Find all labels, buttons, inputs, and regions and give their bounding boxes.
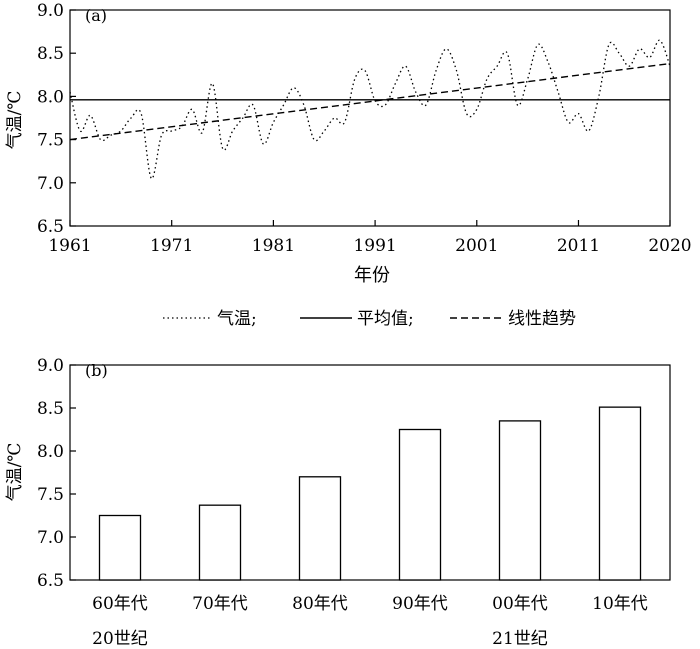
panel-b-label: (b) [85,361,108,380]
legend-temp-label: 气温; [217,309,257,329]
x-tick-label: 2001 [455,236,498,256]
y-tick-label: 9.0 [37,356,64,376]
y-tick-label: 7.0 [37,174,64,194]
y-tick-label: 8.0 [37,87,64,107]
y-tick-label: 6.5 [37,217,64,237]
category-label: 00年代 [492,594,548,614]
panel-b-y-axis-title: 气温/℃ [5,443,25,502]
category-label: 70年代 [192,594,248,614]
bar [398,428,442,581]
group-label: 21世纪 [492,629,548,649]
x-tick-label: 1991 [353,236,396,256]
panel-a-y-axis-title: 气温/℃ [5,91,25,150]
legend-mean-label: 平均值; [357,309,414,329]
category-label: 80年代 [292,594,348,614]
y-tick-label: 8.0 [37,442,64,462]
x-tick-label: 1981 [252,236,295,256]
y-tick-label: 7.5 [37,131,64,151]
y-tick-label: 6.5 [37,571,64,591]
legend-trend-label: 线性趋势 [508,309,576,329]
bar [298,476,342,581]
y-tick-label: 7.0 [37,528,64,548]
panel-a-y-axis: 6.5 7.0 7.5 8.0 8.5 9.0 [37,1,76,237]
panel-b-bar-chart: 6.5 7.0 7.5 8.0 8.5 9.0 60年代 70年代 80年代 90年代 00年代 1… [5,356,671,649]
panel-b-plot-frame [69,364,671,581]
panel-a-label: (a) [85,6,107,25]
panel-b-bars [98,406,642,581]
bar [198,504,242,581]
x-tick-label: 2020 [648,236,691,256]
y-tick-label: 8.5 [37,44,64,64]
bar [98,514,142,581]
panel-a-plot-frame [69,9,671,227]
panel-a-x-axis: 1961 1971 1981 1991 2001 2011 2020 [48,220,692,256]
panel-b-y-axis: 6.5 7.0 7.5 8.0 8.5 9.0 [37,356,76,591]
series-line-trend [69,62,671,141]
category-label: 10年代 [592,594,648,614]
panel-a-legend: 气温; 平均值; 线性趋势 [163,309,576,329]
x-tick-label: 1971 [150,236,193,256]
panel-a-series [69,39,671,180]
panel-a-x-axis-title: 年份 [354,265,390,286]
y-tick-label: 7.5 [37,485,64,505]
y-tick-label: 9.0 [37,1,64,21]
category-label: 60年代 [92,594,148,614]
bar [498,420,542,581]
series-line-temp [69,39,671,180]
panel-a-line-chart: 6.5 7.0 7.5 8.0 8.5 9.0 1961 1971 1981 1991 2001 2… [5,1,692,329]
group-label: 20世纪 [92,629,148,649]
x-tick-label: 1961 [48,236,91,256]
y-tick-label: 8.5 [37,399,64,419]
category-label: 90年代 [392,594,448,614]
panel-b-x-axis: 60年代 70年代 80年代 90年代 00年代 10年代 20世纪 21世纪 [92,594,648,649]
x-tick-label: 2011 [557,236,600,256]
bar [598,406,642,581]
